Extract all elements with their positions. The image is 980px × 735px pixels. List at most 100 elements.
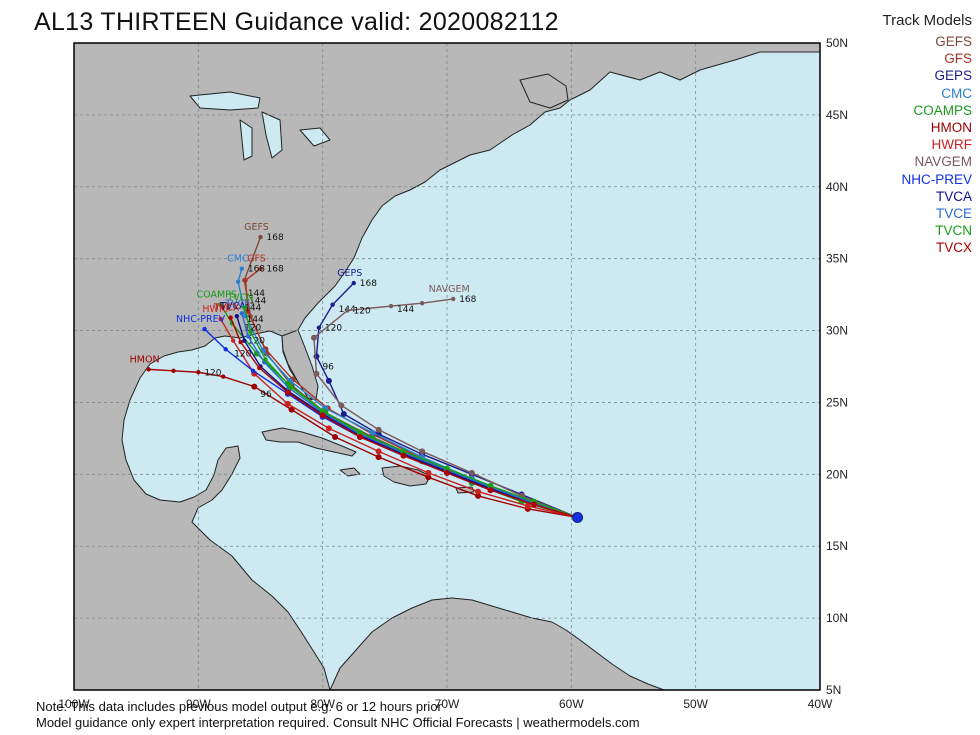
storm-origin-marker [572, 511, 584, 523]
legend-item-hmon: HMON [930, 120, 972, 136]
forecast-hour-label: 144 [244, 304, 261, 314]
north-america-land [73, 42, 821, 691]
lon-tick-label: 90W [186, 697, 211, 711]
forecast-hour-label: 96 [322, 363, 334, 373]
track-point [223, 347, 228, 352]
track-point [242, 338, 247, 343]
track-hwrf [220, 318, 578, 519]
legend-item-hwrf: HWRF [931, 137, 973, 153]
legend-item-nhc-prev: NHC-PREV [901, 171, 972, 187]
track-point [313, 353, 320, 360]
south-america-land [329, 597, 665, 691]
track-point [239, 266, 245, 271]
forecast-hour-label: 168 [360, 279, 377, 289]
track-point [487, 482, 494, 489]
track-point [356, 433, 363, 440]
track-point [146, 367, 151, 372]
legend-item-tvcx: TVCX [935, 240, 972, 256]
newfoundland-land [519, 73, 569, 109]
track-point [245, 309, 251, 315]
forecast-hour-label: 120 [204, 368, 221, 378]
legend-item-gfs: GFS [944, 51, 972, 67]
track-hmon [148, 368, 578, 519]
lat-tick-label: 50N [826, 36, 848, 50]
forecast-hour-label: 144 [248, 289, 265, 299]
track-models-legend: Track Models GEFS GFS GEPS CMC COAMPS HMON HWR… [883, 12, 972, 257]
track-point [310, 334, 317, 341]
track-point [242, 305, 247, 310]
track-point [319, 412, 326, 419]
lat-tick-label: 35N [826, 252, 848, 266]
legend-item-navgem: NAVGEM [914, 154, 972, 170]
lon-tick-label: 70W [435, 697, 460, 711]
forecast-hour-label: 120 [325, 324, 342, 334]
track-point [250, 368, 256, 374]
track-point [351, 280, 356, 286]
track-point [375, 448, 382, 455]
track-point [356, 429, 363, 436]
track-point [245, 334, 251, 339]
track-point [218, 316, 223, 322]
track-point [316, 325, 322, 330]
forecast-hour-label: 120 [244, 324, 261, 334]
lat-tick-label: 5N [826, 683, 841, 697]
legend-item-tvcn: TVCN [935, 223, 972, 239]
forecast-hour-label: 168 [267, 233, 284, 243]
track-end-label: TVCX [213, 303, 240, 314]
forecast-hour-label: 168 [459, 295, 476, 305]
track-navgem [313, 298, 578, 519]
lat-tick-label: 20N [826, 467, 848, 481]
forecast-hour-label: 144 [397, 305, 414, 315]
track-point [228, 315, 233, 320]
track-point [375, 454, 382, 461]
track-end-label: COAMPS [197, 290, 237, 301]
legend-item-gefs: GEFS [935, 34, 972, 49]
track-end-label: CMC [227, 254, 249, 265]
lat-tick-label: 10N [826, 611, 848, 625]
track-point [258, 266, 263, 271]
track-point [251, 383, 258, 390]
track-end-label: HWRF [202, 304, 231, 315]
map-frame [73, 42, 821, 691]
track-point [218, 302, 223, 307]
track-point [248, 329, 253, 335]
track-point [375, 426, 382, 433]
track-point [419, 448, 426, 455]
track-point [325, 425, 332, 432]
forecast-hour-label: 168 [267, 265, 284, 275]
great-lakes [189, 91, 331, 161]
track-point [235, 279, 241, 284]
legend-item-cmc: CMC [941, 85, 972, 101]
land-layer [73, 42, 821, 691]
axis-ticks: 100W 90W 80W 70W 60W 50W 40W 50N 45N 40N 35N 30N 25N… [58, 36, 848, 711]
track-point [475, 492, 482, 499]
track-point [243, 278, 248, 283]
track-point [400, 448, 407, 455]
track-end-label: GEFS [244, 222, 269, 233]
track-point [171, 368, 176, 374]
lon-tick-label: 100W [58, 697, 90, 711]
lat-tick-label: 40N [826, 180, 848, 194]
legend-item-tvca: TVCA [935, 188, 972, 204]
track-point [239, 311, 245, 316]
forecast-hour-label: 120 [234, 350, 251, 360]
footer-note-1: Note: This data includes previous model … [36, 699, 442, 714]
track-point [444, 465, 450, 472]
track-point [487, 487, 494, 494]
legend-item-tvce: TVCE [935, 206, 972, 222]
track-point [319, 408, 326, 415]
legend-heading: Track Models [882, 12, 972, 29]
track-point [531, 501, 538, 508]
lat-tick-label: 25N [826, 395, 848, 409]
track-point [419, 301, 425, 306]
track-point [338, 402, 345, 409]
track-point [202, 326, 207, 332]
track-point [325, 377, 332, 384]
track-point [345, 308, 350, 313]
track-point [258, 234, 263, 240]
track-point [284, 389, 291, 396]
track-end-label: NAVGEM [429, 284, 470, 295]
forecast-hour-label: 144 [247, 315, 264, 325]
page-title: AL13 THIRTEEN Guidance valid: 2020082112 [34, 8, 559, 36]
